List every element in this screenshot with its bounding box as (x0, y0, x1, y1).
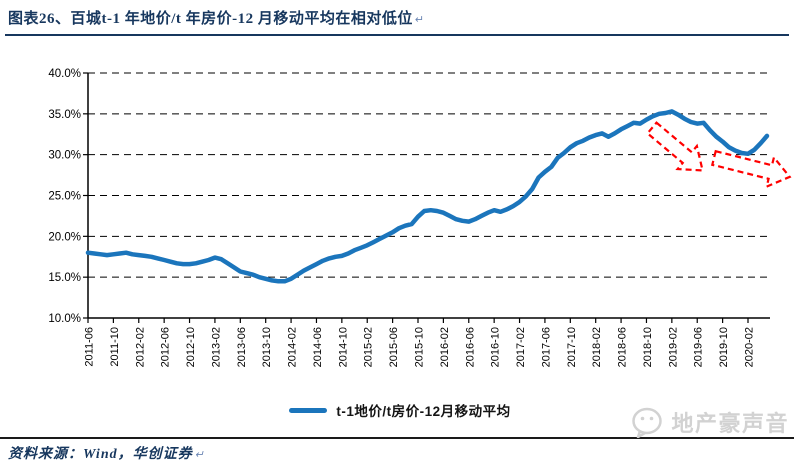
legend-series-label: t-1地价/t房价-12月移动平均 (336, 404, 511, 419)
x-axis-label: 2016-06 (464, 327, 476, 367)
figure-title: 图表26、百城t-1 年地价/t 年房价-12 月移动平均在相对低位 (8, 11, 413, 27)
moving-average-line-chart: 40.0%35.0%30.0%25.0%20.0%15.0%10.0%2011-… (48, 68, 792, 367)
x-axis-label: 2014-10 (337, 327, 349, 367)
x-axis-label: 2017-10 (566, 327, 578, 367)
y-axis-label: 30.0% (48, 150, 81, 162)
paragraph-return-mark: ↵ (414, 14, 425, 26)
x-axis-label: 2020-02 (744, 327, 756, 367)
x-axis-label: 2014-02 (287, 327, 299, 367)
x-axis-label: 2017-02 (515, 327, 527, 367)
y-axis-label: 35.0% (48, 109, 81, 121)
x-axis-label: 2013-06 (236, 327, 248, 367)
x-axis-label: 2019-02 (667, 327, 679, 367)
x-axis-label: 2018-06 (617, 327, 629, 367)
y-axis-label: 10.0% (48, 313, 81, 325)
x-axis-label: 2012-06 (160, 327, 172, 367)
x-axis-label: 2014-06 (312, 327, 324, 367)
footer-divider (0, 437, 794, 439)
trend-arrow-annotation (710, 149, 792, 189)
x-axis-label: 2016-02 (439, 327, 451, 367)
x-axis-label: 2011-06 (84, 327, 96, 367)
x-axis-label: 2015-10 (414, 327, 426, 367)
x-axis-label: 2017-06 (540, 327, 552, 367)
x-axis-label: 2018-10 (642, 327, 654, 367)
y-axis-label: 20.0% (48, 231, 81, 243)
trend-arrow-annotation (645, 121, 704, 172)
watermark-text: 地产豪声音 (671, 411, 789, 436)
x-axis-label: 2013-10 (261, 327, 273, 367)
wechat-bubble-icon (632, 407, 663, 438)
watermark: 地产豪声音 (631, 406, 789, 438)
legend-line-swatch (289, 407, 328, 413)
x-axis-label: 2015-02 (363, 327, 375, 367)
series-line (85, 109, 770, 284)
x-axis-label: 2018-02 (591, 327, 603, 367)
x-axis-label: 2011-10 (109, 327, 121, 367)
x-axis-label: 2019-10 (718, 327, 730, 367)
x-axis-label: 2013-02 (210, 327, 222, 367)
x-axis-label: 2015-06 (388, 327, 400, 367)
chart-legend: t-1地价/t房价-12月移动平均 (30, 400, 770, 420)
y-axis-label: 15.0% (48, 272, 81, 284)
x-axis-label: 2012-10 (185, 327, 197, 367)
x-axis-label: 2016-10 (490, 327, 502, 367)
paragraph-return-mark: ↵ (194, 449, 205, 461)
y-axis-label: 40.0% (48, 68, 81, 80)
y-axis-label: 25.0% (48, 191, 81, 203)
x-axis-label: 2019-06 (693, 327, 705, 367)
x-axis-label: 2012-02 (134, 327, 146, 367)
figure-header: 图表26、百城t-1 年地价/t 年房价-12 月移动平均在相对低位 ↵ (5, 6, 789, 36)
data-source-note: 资料来源：Wind，华创证券 ↵ (8, 447, 205, 462)
